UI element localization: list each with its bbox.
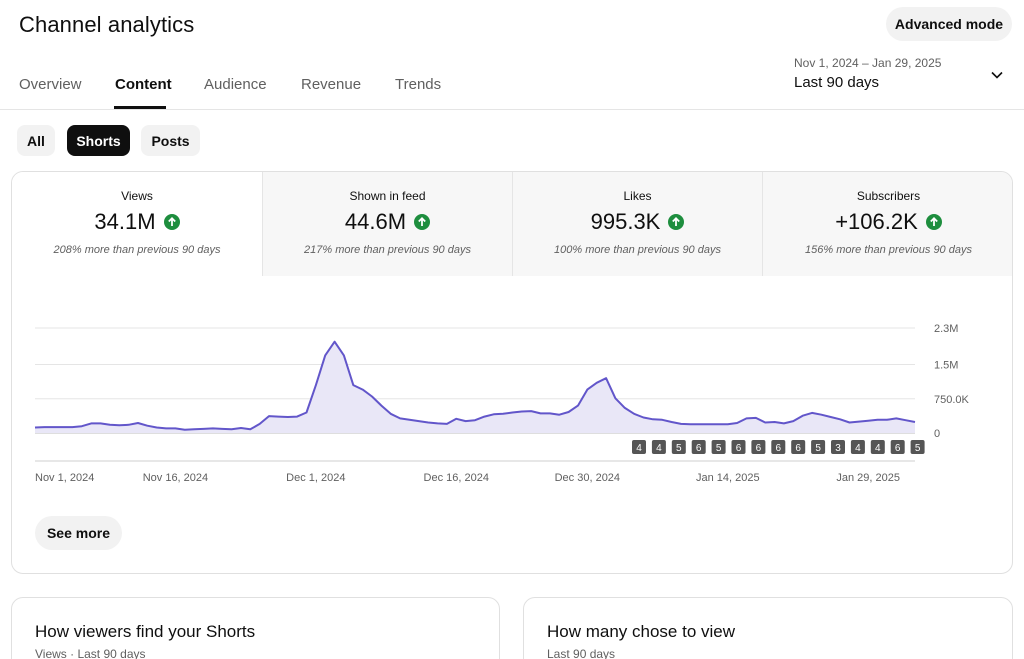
date-range-text: Nov 1, 2024 – Jan 29, 2025 bbox=[794, 56, 942, 70]
video-marker-count: 5 bbox=[716, 443, 722, 454]
tab-trends[interactable]: Trends bbox=[395, 76, 442, 93]
traffic-source-card: How viewers find your Shorts Views · Las… bbox=[11, 597, 500, 659]
y-tick-label: 2.3M bbox=[934, 323, 958, 335]
date-range-picker[interactable]: Nov 1, 2024 – Jan 29, 2025 Last 90 days bbox=[794, 56, 1024, 91]
video-marker-count: 5 bbox=[676, 443, 682, 454]
card-subtitle: Views · Last 90 days bbox=[35, 647, 146, 659]
video-marker bbox=[850, 440, 865, 454]
tab-bar: Overview Content Audience Revenue Trends bbox=[0, 62, 1024, 110]
page-title: Channel analytics bbox=[19, 12, 195, 37]
filter-chip-shorts[interactable]: Shorts bbox=[67, 125, 130, 156]
video-marker-count: 3 bbox=[835, 443, 841, 454]
y-tick-label: 750.0K bbox=[934, 394, 970, 406]
metric-value: 995.3K bbox=[590, 209, 661, 234]
video-marker-count: 6 bbox=[696, 443, 702, 454]
video-marker-count: 6 bbox=[776, 443, 782, 454]
metric-card-subscribers[interactable]: Subscribers +106.2K 156% more than previ… bbox=[762, 172, 1012, 276]
card-title: How viewers find your Shorts bbox=[35, 622, 256, 641]
metric-value: 34.1M bbox=[94, 209, 156, 234]
views-chart: 0 750.0K 1.5M 2.3M 4 4 5 6 5 6 6 6 6 5 3 4 4 6 5 Nov 1, 202… bbox=[34, 323, 970, 484]
arrow-up-icon bbox=[414, 214, 431, 230]
x-tick-label: Dec 1, 2024 bbox=[286, 472, 345, 484]
metric-value: +106.2K bbox=[835, 209, 918, 234]
video-marker bbox=[731, 440, 746, 454]
metric-value: 44.6M bbox=[344, 209, 407, 234]
metric-delta: 156% more than previous 90 days bbox=[805, 244, 972, 256]
video-marker-count: 6 bbox=[795, 443, 801, 454]
views-line bbox=[34, 340, 916, 431]
video-marker-count: 4 bbox=[875, 443, 881, 454]
arrow-up-icon bbox=[163, 214, 180, 230]
y-tick-label: 1.5M bbox=[934, 360, 958, 372]
video-marker bbox=[711, 440, 726, 454]
video-marker-count: 4 bbox=[636, 443, 642, 454]
video-marker bbox=[870, 440, 885, 454]
video-marker-count: 6 bbox=[756, 443, 762, 454]
arrow-up-icon bbox=[668, 214, 685, 230]
x-tick-label: Nov 16, 2024 bbox=[143, 472, 208, 484]
x-tick-label: Jan 29, 2025 bbox=[836, 472, 900, 484]
metric-label: Views bbox=[121, 189, 153, 203]
video-marker-count: 4 bbox=[855, 443, 861, 454]
x-tick-label: Nov 1, 2024 bbox=[35, 472, 94, 484]
metrics-chart-card: Views 34.1M 208% more than previous 90 d… bbox=[11, 171, 1013, 574]
video-marker bbox=[910, 440, 925, 454]
chevron-down-icon[interactable] bbox=[989, 67, 1005, 83]
video-marker bbox=[632, 440, 646, 454]
video-marker-count: 5 bbox=[915, 443, 921, 454]
video-marker bbox=[791, 440, 806, 454]
tab-audience[interactable]: Audience bbox=[204, 76, 267, 93]
metric-delta: 217% more than previous 90 days bbox=[304, 244, 471, 256]
video-marker-count: 4 bbox=[656, 443, 662, 454]
see-more-button[interactable]: See more bbox=[35, 516, 122, 550]
video-marker bbox=[771, 440, 786, 454]
date-range-preset: Last 90 days bbox=[794, 74, 880, 91]
filter-chip-posts[interactable]: Posts bbox=[141, 125, 200, 156]
metric-label: Shown in feed bbox=[349, 189, 426, 203]
active-tab-indicator bbox=[114, 106, 166, 109]
metric-delta: 100% more than previous 90 days bbox=[554, 244, 721, 256]
video-marker bbox=[651, 440, 666, 454]
video-marker bbox=[671, 440, 686, 454]
video-marker-count: 5 bbox=[815, 443, 821, 454]
metric-card-views[interactable]: Views 34.1M 208% more than previous 90 d… bbox=[12, 172, 262, 276]
metric-card-likes[interactable]: Likes 995.3K 100% more than previous 90 … bbox=[512, 172, 762, 276]
video-marker bbox=[890, 440, 905, 454]
views-area bbox=[35, 341, 915, 433]
metric-label: Subscribers bbox=[856, 189, 921, 203]
metric-card-shown-in-feed[interactable]: Shown in feed 44.6M 217% more than previ… bbox=[262, 172, 512, 276]
card-title: How many chose to view bbox=[547, 622, 736, 641]
tab-overview[interactable]: Overview bbox=[19, 76, 82, 93]
x-tick-label: Jan 14, 2025 bbox=[696, 472, 760, 484]
metric-delta: 208% more than previous 90 days bbox=[53, 244, 221, 256]
x-tick-label: Dec 30, 2024 bbox=[555, 472, 620, 484]
x-tick-label: Dec 16, 2024 bbox=[424, 472, 489, 484]
video-marker bbox=[811, 440, 826, 454]
tab-content[interactable]: Content bbox=[115, 76, 172, 93]
arrow-up-icon bbox=[925, 214, 942, 230]
y-tick-label: 0 bbox=[934, 428, 940, 440]
card-subtitle: Last 90 days bbox=[547, 647, 616, 659]
video-marker-count: 6 bbox=[895, 443, 901, 454]
metric-label: Likes bbox=[623, 189, 652, 203]
chose-to-view-card: How many chose to view Last 90 days bbox=[523, 597, 1013, 659]
video-marker bbox=[831, 440, 845, 454]
video-marker-count: 6 bbox=[736, 443, 742, 454]
filter-chip-all[interactable]: All bbox=[17, 125, 55, 156]
video-marker bbox=[691, 440, 706, 454]
advanced-mode-button[interactable]: Advanced mode bbox=[886, 7, 1012, 41]
video-marker bbox=[751, 440, 766, 454]
tab-revenue[interactable]: Revenue bbox=[301, 76, 362, 93]
